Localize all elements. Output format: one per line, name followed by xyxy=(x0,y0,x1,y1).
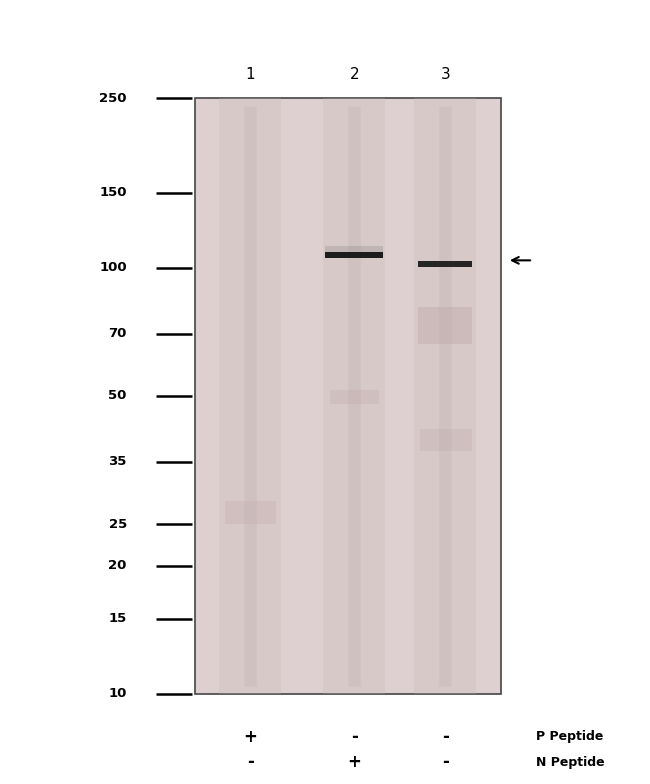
Bar xyxy=(326,252,383,258)
Text: 100: 100 xyxy=(99,261,127,274)
Text: 25: 25 xyxy=(109,517,127,531)
Bar xyxy=(419,307,472,344)
Text: 250: 250 xyxy=(99,92,127,104)
Text: +: + xyxy=(347,753,361,771)
Bar xyxy=(225,500,276,524)
Text: 3: 3 xyxy=(441,67,450,82)
Text: -: - xyxy=(442,728,448,746)
Text: 35: 35 xyxy=(109,456,127,469)
Text: P Peptide: P Peptide xyxy=(536,731,604,743)
Bar xyxy=(324,98,385,694)
Text: 10: 10 xyxy=(109,688,127,700)
Text: -: - xyxy=(442,753,448,771)
Text: 15: 15 xyxy=(109,612,127,626)
Text: 2: 2 xyxy=(350,67,359,82)
Text: 1: 1 xyxy=(246,67,255,82)
Bar xyxy=(415,98,476,694)
Text: 150: 150 xyxy=(99,186,127,199)
Bar xyxy=(420,430,472,452)
Bar xyxy=(330,390,378,404)
Text: N Peptide: N Peptide xyxy=(536,756,605,768)
Text: -: - xyxy=(247,753,254,771)
Text: 20: 20 xyxy=(109,559,127,572)
Bar xyxy=(418,261,472,267)
Text: +: + xyxy=(243,728,257,746)
Bar xyxy=(326,246,383,252)
Bar xyxy=(220,98,281,694)
Bar xyxy=(195,98,500,694)
Text: 70: 70 xyxy=(109,327,127,340)
Text: 50: 50 xyxy=(109,390,127,402)
Text: -: - xyxy=(351,728,358,746)
